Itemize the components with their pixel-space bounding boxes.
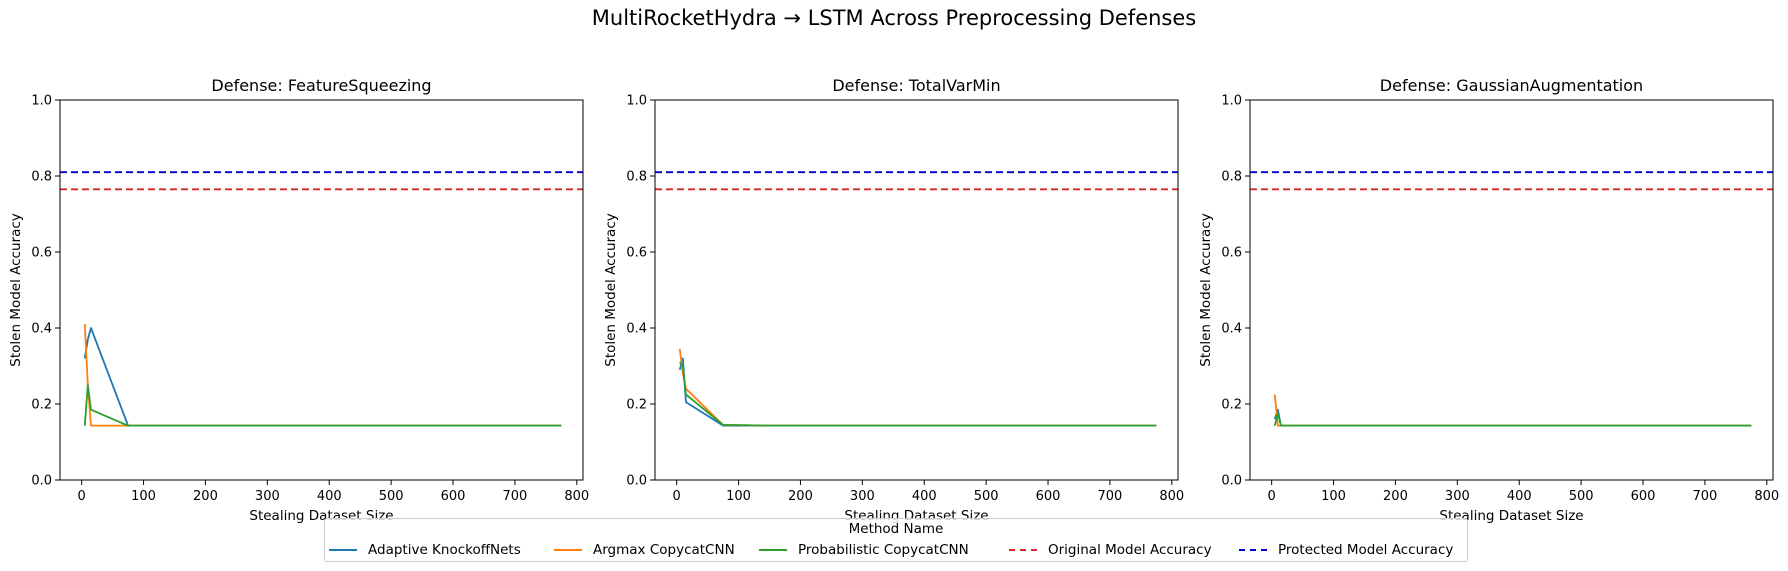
series-line-adaptive-knockoffnets bbox=[83, 327, 562, 427]
series-line-probabilistic-copycatcnn bbox=[679, 361, 1157, 427]
x-tick-label: 800 bbox=[564, 489, 589, 504]
series-line-probabilistic-copycatcnn bbox=[1273, 412, 1752, 427]
plot-frame bbox=[654, 99, 1179, 481]
legend-label: Original Model Accuracy bbox=[1048, 542, 1212, 558]
legend-label: Adaptive KnockoffNets bbox=[368, 542, 521, 558]
y-tick-label: 0.8 bbox=[626, 170, 647, 185]
legend-item-adaptive-knockoffnets: Adaptive KnockoffNets bbox=[329, 541, 521, 559]
x-tick-label: 700 bbox=[1693, 489, 1718, 504]
legend-item-original-model-accuracy: Original Model Accuracy bbox=[1009, 541, 1212, 559]
series-line-probabilistic-copycatcnn bbox=[83, 384, 562, 427]
legend-title: Method Name bbox=[848, 521, 944, 537]
y-tick-label: 0.0 bbox=[626, 474, 647, 489]
plot-frame bbox=[59, 99, 584, 481]
x-tick-label: 200 bbox=[788, 489, 813, 504]
subplot-title: Defense: GaussianAugmentation bbox=[1380, 76, 1643, 95]
y-tick-label: 1.0 bbox=[626, 94, 647, 109]
x-tick-label: 600 bbox=[441, 489, 466, 504]
x-tick-label: 200 bbox=[1383, 489, 1408, 504]
series-line-adaptive-knockoffnets bbox=[678, 357, 1157, 427]
y-axis-label: Stolen Model Accuracy bbox=[603, 213, 619, 366]
y-tick-label: 0.4 bbox=[626, 322, 647, 337]
y-tick-label: 0.6 bbox=[1221, 246, 1242, 261]
x-tick-label: 600 bbox=[1631, 489, 1656, 504]
x-tick-label: 500 bbox=[974, 489, 999, 504]
legend-label: Argmax CopycatCNN bbox=[593, 542, 735, 558]
legend-swatch bbox=[329, 549, 357, 551]
legend-item-probabilistic-copycatcnn: Probabilistic CopycatCNN bbox=[759, 541, 969, 559]
x-tick-label: 300 bbox=[1445, 489, 1470, 504]
x-tick-label: 700 bbox=[503, 489, 528, 504]
series-line-argmax-copycatcnn bbox=[678, 348, 1157, 427]
x-tick-label: 0 bbox=[673, 489, 681, 504]
legend: Method Name Adaptive KnockoffNets Argmax… bbox=[324, 518, 1468, 562]
x-tick-label: 400 bbox=[912, 489, 937, 504]
x-tick-label: 400 bbox=[317, 489, 342, 504]
legend-swatch bbox=[554, 549, 582, 551]
x-tick-label: 200 bbox=[193, 489, 218, 504]
subplot-title: Defense: TotalVarMin bbox=[832, 76, 1000, 95]
subplot-defense-totalvarmin: Defense: TotalVarMin 0 100 200 300 400 500 600 7… bbox=[603, 76, 1184, 524]
x-tick-label: 100 bbox=[1321, 489, 1346, 504]
series-line-argmax-copycatcnn bbox=[1273, 394, 1752, 427]
y-tick-label: 1.0 bbox=[31, 94, 52, 109]
x-tick-label: 100 bbox=[726, 489, 751, 504]
y-tick-label: 0.8 bbox=[1221, 170, 1242, 185]
x-tick-label: 300 bbox=[850, 489, 875, 504]
y-tick-label: 0.6 bbox=[626, 246, 647, 261]
x-tick-label: 0 bbox=[78, 489, 86, 504]
x-tick-label: 300 bbox=[255, 489, 280, 504]
legend-label: Probabilistic CopycatCNN bbox=[798, 542, 969, 558]
x-tick-label: 600 bbox=[1036, 489, 1061, 504]
x-tick-label: 800 bbox=[1754, 489, 1779, 504]
x-tick-label: 500 bbox=[1569, 489, 1594, 504]
y-axis-label: Stolen Model Accuracy bbox=[8, 213, 24, 366]
legend-label: Protected Model Accuracy bbox=[1278, 542, 1454, 558]
legend-item-protected-model-accuracy: Protected Model Accuracy bbox=[1239, 541, 1453, 559]
y-tick-label: 0.6 bbox=[31, 246, 52, 261]
subplot-title: Defense: FeatureSqueezing bbox=[211, 76, 431, 95]
y-tick-label: 0.0 bbox=[1221, 474, 1242, 489]
legend-swatch bbox=[759, 549, 787, 551]
x-tick-label: 0 bbox=[1268, 489, 1276, 504]
x-tick-label: 400 bbox=[1507, 489, 1532, 504]
x-tick-label: 100 bbox=[131, 489, 156, 504]
series-line-argmax-copycatcnn bbox=[83, 324, 562, 427]
x-tick-label: 800 bbox=[1159, 489, 1184, 504]
subplot-defense-featuresqueezing: Defense: FeatureSqueezing 0 100 200 300 400 50… bbox=[8, 76, 589, 524]
legend-item-argmax-copycatcnn: Argmax CopycatCNN bbox=[554, 541, 735, 559]
y-tick-label: 1.0 bbox=[1221, 94, 1242, 109]
y-tick-label: 0.2 bbox=[31, 398, 52, 413]
series-line-adaptive-knockoffnets bbox=[1273, 408, 1752, 427]
y-tick-label: 0.0 bbox=[31, 474, 52, 489]
plot-frame bbox=[1249, 99, 1774, 481]
y-tick-label: 0.8 bbox=[31, 170, 52, 185]
figure-title: MultiRocketHydra → LSTM Across Preproces… bbox=[591, 6, 1197, 30]
legend-swatch bbox=[1239, 549, 1267, 551]
legend-swatch bbox=[1009, 549, 1037, 551]
x-tick-label: 700 bbox=[1098, 489, 1123, 504]
x-axis-label: Stealing Dataset Size bbox=[1439, 508, 1583, 524]
y-tick-label: 0.4 bbox=[1221, 322, 1242, 337]
y-tick-label: 0.2 bbox=[626, 398, 647, 413]
y-tick-label: 0.4 bbox=[31, 322, 52, 337]
x-tick-label: 500 bbox=[379, 489, 404, 504]
subplot-defense-gaussianaugmentation: Defense: GaussianAugmentation 0 100 200 300 4… bbox=[1198, 76, 1779, 524]
y-axis-label: Stolen Model Accuracy bbox=[1198, 213, 1214, 366]
y-tick-label: 0.2 bbox=[1221, 398, 1242, 413]
